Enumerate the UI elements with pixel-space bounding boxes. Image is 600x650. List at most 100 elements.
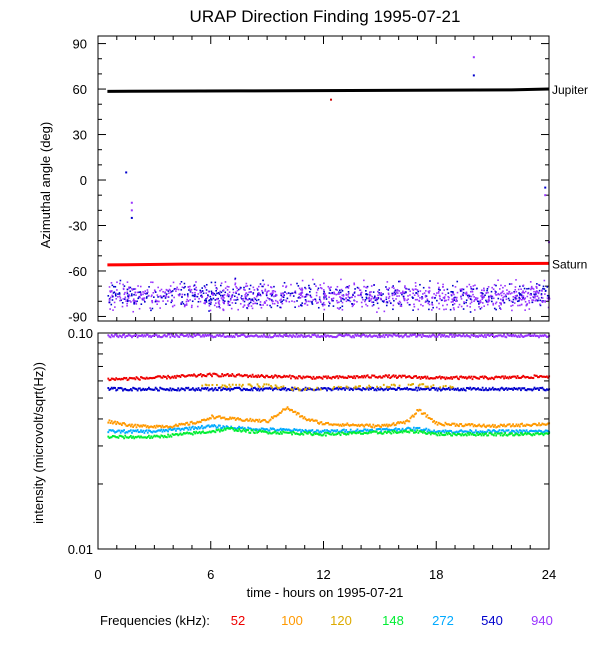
reference-line-label: Saturn [552,257,587,271]
series-point [207,418,210,421]
series-point [532,430,535,433]
series-point [534,423,537,426]
series-point [390,428,393,431]
series-point [447,423,450,426]
scatter-point [322,301,325,304]
scatter-point [516,300,519,303]
scatter-point [479,299,482,302]
scatter-point [362,298,364,301]
scatter-point [205,292,208,294]
series-point [229,427,231,430]
scatter-point [156,294,159,296]
scatter-point [252,292,255,294]
scatter-point [162,300,164,302]
scatter-point [146,292,149,295]
scatter-point [360,301,363,304]
series-point [267,429,270,432]
scatter-point [375,299,378,302]
series-point [275,415,278,418]
series-point [152,388,155,391]
series-point [523,375,526,378]
scatter-point [259,293,262,296]
scatter-point [405,291,407,294]
series-point [445,423,448,426]
series-point [208,430,211,433]
series-point [462,387,465,390]
scatter-point [450,290,452,293]
series-point [520,423,522,426]
scatter-point [329,289,332,292]
series-point [376,428,379,431]
series-point [512,375,514,378]
scatter-point [209,303,212,305]
scatter-point [537,299,539,302]
scatter-point [118,293,121,295]
scatter-point [520,294,523,296]
series-point [308,334,310,337]
series-point [412,333,415,336]
series-point [299,415,301,418]
series-point [157,429,159,432]
scatter-point [465,291,468,294]
series-point [508,431,511,434]
scatter-point [191,304,193,307]
series-point [319,433,322,436]
scatter-point [160,296,163,299]
series-point [142,436,145,439]
series-point [219,424,221,427]
series-point [487,389,490,392]
series-point [205,375,208,378]
scatter-point [256,294,259,297]
series-point [530,424,533,427]
scatter-point [183,305,186,308]
series-point [204,387,207,390]
scatter-point [175,288,178,290]
series-point [199,389,202,392]
series-point [153,434,156,437]
series-point [357,387,360,390]
series-point [452,432,455,435]
series-point [523,429,526,432]
scatter-point [273,285,275,288]
series-point [282,408,284,411]
series-point [529,377,531,380]
series-point [213,335,216,338]
series-point [505,429,508,432]
series-point [538,433,540,436]
scatter-point [481,294,483,296]
scatter-point [447,298,450,301]
series-point [427,387,430,390]
series-point [473,334,476,337]
series-point [283,431,286,434]
scatter-point [119,282,121,285]
series-point [293,375,296,378]
series-point [164,335,167,338]
series-point [393,375,396,378]
series-point [288,334,291,337]
series-point [302,336,305,339]
series-point [320,421,323,424]
series-point [118,334,121,337]
series-point [278,388,281,391]
series-point [436,434,439,437]
series-point [122,422,124,425]
scatter-point [473,309,476,311]
scatter-point [370,285,373,287]
series-point [455,388,458,391]
series-point [160,426,163,429]
series-point [265,430,268,433]
scatter-point [480,295,482,297]
series-point [349,335,352,338]
series-point [461,389,464,392]
scatter-point [427,291,430,294]
series-point [372,374,375,377]
series-point [441,388,443,391]
scatter-point [377,307,380,310]
series-point [455,375,458,378]
series-point [371,386,374,389]
scatter-point [303,302,306,305]
scatter-point [336,299,338,302]
series-point [300,376,302,379]
scatter-point [492,302,495,305]
series-point [527,432,530,435]
